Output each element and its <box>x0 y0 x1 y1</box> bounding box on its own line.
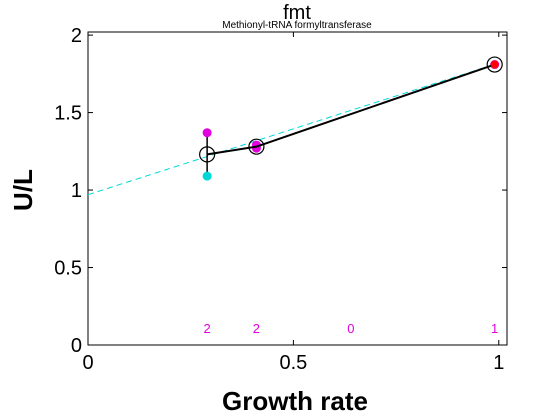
count-annotations: 2 2 0 1 <box>204 321 499 336</box>
y-tick-label: 2 <box>71 25 82 47</box>
data-marks <box>87 56 503 196</box>
chart-title: fmt <box>283 2 311 24</box>
x-axis-label: Growth rate <box>222 386 368 416</box>
count-label: 2 <box>204 321 211 336</box>
y-tick-label: 1.5 <box>54 103 82 125</box>
replicate-point <box>202 128 212 138</box>
mean-marker <box>486 56 503 73</box>
count-label: 1 <box>491 321 498 336</box>
fit-line <box>87 62 499 196</box>
y-axis-label: U/L <box>8 169 38 211</box>
replicate-point <box>202 171 212 181</box>
mean-line <box>206 63 496 156</box>
mean-marker <box>199 146 216 163</box>
count-label: 2 <box>253 321 260 336</box>
y-tick-label: 0 <box>71 335 82 357</box>
axis-ticks: 0 0.5 1 0 0.5 1 1.5 2 <box>54 25 507 374</box>
x-tick-label: 0.5 <box>279 352 307 374</box>
x-tick-label: 1 <box>493 352 504 374</box>
x-tick-label: 0 <box>82 352 93 374</box>
count-label: 0 <box>347 321 354 336</box>
mean-marker <box>248 138 265 155</box>
plot-area <box>87 31 508 346</box>
replicate-mean-dot <box>490 60 499 69</box>
y-tick-label: 1 <box>71 180 82 202</box>
y-tick-label: 0.5 <box>54 258 82 280</box>
chart-subtitle: Methionyl-tRNA formyltransferase <box>222 20 372 31</box>
